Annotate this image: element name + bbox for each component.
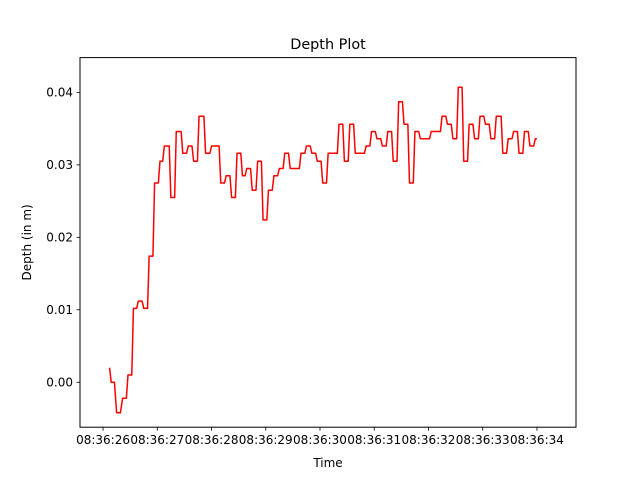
y-tick-label-4: 0.04 — [46, 86, 73, 100]
plot-area — [80, 57, 576, 428]
y-tick-label-2: 0.02 — [46, 231, 73, 245]
x-tick-label-4: 08:36:30 — [293, 433, 347, 447]
y-tick-label-3: 0.03 — [46, 158, 73, 172]
x-tick-label-8: 08:36:34 — [510, 433, 564, 447]
y-tick-label-0: 0.00 — [46, 376, 73, 390]
series-layer — [108, 86, 537, 414]
series-line-0 — [108, 86, 537, 414]
x-axis-ticks: 08:36:26 08:36:27 08:36:28 08:36:29 08:36:30… — [76, 427, 564, 447]
y-axis-ticks: 0.00 0.01 0.02 0.03 0.04 — [46, 86, 80, 390]
chart-title: Depth Plot — [290, 37, 366, 53]
axes-frame — [79, 57, 577, 428]
x-tick-label-3: 08:36:29 — [239, 433, 293, 447]
x-tick-label-0: 08:36:26 — [76, 433, 130, 447]
y-axis-label: Depth (in m) — [20, 204, 34, 280]
x-tick-label-5: 08:36:31 — [347, 433, 401, 447]
y-tick-label-1: 0.01 — [46, 303, 73, 317]
x-tick-label-7: 08:36:33 — [456, 433, 510, 447]
x-tick-label-1: 08:36:27 — [130, 433, 184, 447]
x-tick-label-6: 08:36:32 — [402, 433, 456, 447]
x-tick-label-2: 08:36:28 — [185, 433, 239, 447]
x-axis-label: Time — [312, 456, 342, 470]
